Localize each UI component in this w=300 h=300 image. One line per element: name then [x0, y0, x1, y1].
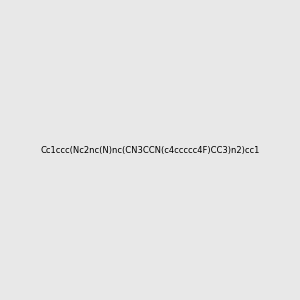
Text: Cc1ccc(Nc2nc(N)nc(CN3CCN(c4ccccc4F)CC3)n2)cc1: Cc1ccc(Nc2nc(N)nc(CN3CCN(c4ccccc4F)CC3)n…	[40, 146, 260, 154]
